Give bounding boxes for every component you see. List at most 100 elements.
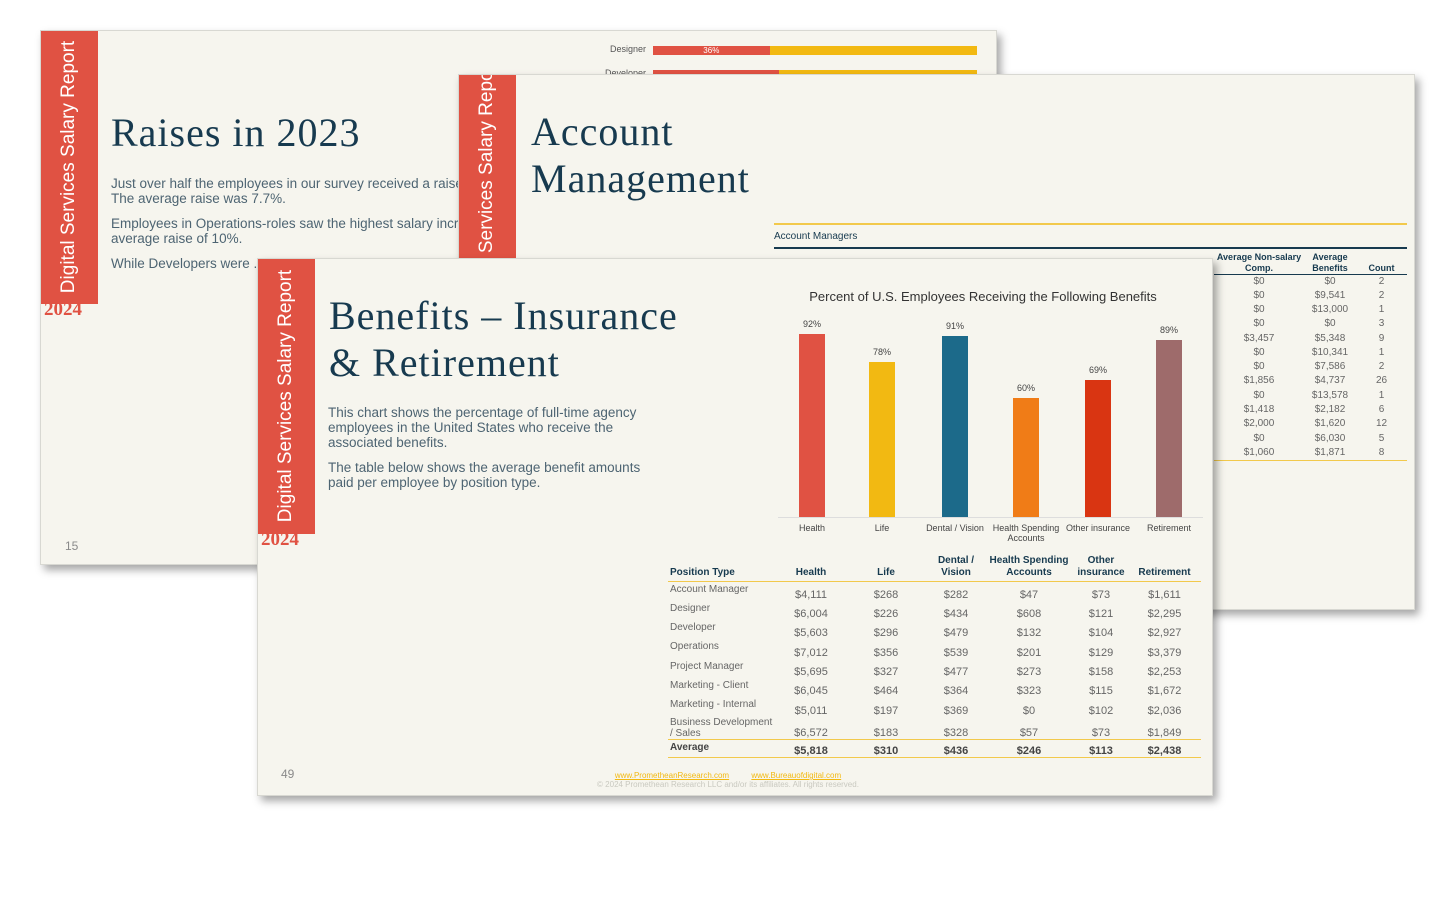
table-row: Designer $6,004 $226 $434 $608 $121 $2,295 (668, 601, 1201, 620)
table-cell: Marketing - Client (670, 679, 749, 691)
table-cell: $6,572 (794, 726, 828, 739)
divider (774, 223, 1407, 225)
table-cell: $7,012 (794, 646, 828, 659)
table-cell: $6,030 (1314, 432, 1346, 444)
data-label: 89% (1159, 324, 1178, 335)
table-row: Operations $7,012 $356 $539 $201 $129 $3,379 (668, 639, 1201, 658)
table-cell: Project Manager (670, 660, 744, 672)
table-row: $1,856 $4,737 26 (1214, 374, 1407, 388)
table-row: $0 $6,030 5 (1214, 431, 1407, 445)
data-label: 69% (1088, 364, 1107, 375)
table-cell: $183 (873, 726, 899, 739)
table-cell: $3,457 (1243, 332, 1275, 344)
table-cell: $1,418 (1243, 404, 1275, 416)
table-cell: $2,000 (1243, 418, 1275, 430)
average-row: Average $5,818 $310 $436 $246 $113 $2,438 (668, 738, 1201, 758)
table-cell: $608 (1016, 608, 1042, 621)
table-cell: $2,438 (1128, 738, 1201, 758)
table-cell: 6 (1378, 404, 1385, 416)
table-cell: $104 (1088, 627, 1114, 640)
col-header: Health (778, 555, 844, 582)
table-cell: 2 (1378, 361, 1385, 373)
col-header: Average Benefits (1304, 247, 1356, 275)
slide-title: Benefits – Insurance & Retirement (329, 292, 678, 386)
table-cell: $1,611 (1148, 588, 1181, 601)
table-cell: $328 (943, 726, 969, 739)
table-cell: $5,011 (794, 704, 828, 717)
table-cell: $2,253 (1147, 665, 1182, 678)
table-cell: $268 (873, 588, 899, 601)
table-cell: $477 (943, 665, 969, 678)
sidebar-band: Digital Services Salary Report (258, 259, 315, 534)
table-cell: $1,060 (1214, 445, 1304, 461)
table-row: $1,418 $2,182 6 (1214, 403, 1407, 417)
table-cell: $129 (1088, 646, 1114, 659)
col-header: Count (1356, 247, 1407, 275)
data-label: 92% (802, 318, 821, 329)
table-cell: $364 (943, 685, 969, 698)
footer: www.PrometheanResearch.com www.Bureauofd… (578, 771, 878, 789)
table-cell: $4,737 (1314, 375, 1346, 387)
table-cell: $296 (873, 627, 899, 640)
category-label: Dental / Vision (926, 523, 984, 533)
table-row: Developer $5,603 $296 $479 $132 $104 $2,927 (668, 620, 1201, 639)
year-label: 2024 (44, 299, 82, 320)
chart-bar (1156, 339, 1182, 517)
table-cell: $47 (1019, 588, 1039, 601)
slide-benefits[interactable]: Digital Services Salary Report 2024 Bene… (257, 258, 1213, 796)
table-cell: 2 (1378, 289, 1385, 301)
table-cell: $13,578 (1311, 389, 1349, 401)
table-cell: $479 (943, 627, 969, 640)
table-cell: $0 (1253, 432, 1265, 444)
table-cell: $6,045 (794, 685, 828, 698)
category-label: Life (874, 523, 890, 533)
table-cell: $57 (1019, 726, 1039, 739)
bar-label: Developer (604, 68, 646, 78)
table-cell: 1 (1378, 346, 1385, 358)
footer-link[interactable]: www.Bureauofdigital.com (751, 771, 842, 780)
bar-track (653, 46, 977, 55)
data-label: 91% (945, 320, 964, 331)
table-cell: $5,348 (1314, 332, 1346, 344)
copyright: © 2024 Promethean Research LLC and/or it… (597, 780, 859, 789)
table-cell: $1,672 (1147, 685, 1182, 698)
table-cell: $5,603 (794, 627, 828, 640)
table-cell: 8 (1356, 445, 1407, 461)
table-cell: $369 (943, 704, 969, 717)
table-cell: $5,695 (794, 665, 828, 678)
benefits-table: Position Type Health Life Dental / Vision He… (668, 555, 1201, 758)
table-cell: 3 (1378, 318, 1385, 330)
table-cell: Average (668, 738, 778, 758)
table-cell: $0 (1253, 346, 1265, 358)
footer-link[interactable]: www.PrometheanResearch.com (614, 771, 730, 780)
table-cell: $4,111 (794, 588, 827, 601)
table-cell: $115 (1089, 685, 1113, 698)
divider (774, 247, 1407, 249)
col-header: Average Non-salary Comp. (1214, 247, 1304, 275)
paragraph: Employees in Operations-roles saw the hi… (111, 216, 538, 246)
sidebar-band: Digital Services Salary Report (41, 31, 98, 304)
col-header: Health Spending Accounts (984, 555, 1074, 582)
table-cell: $73 (1091, 588, 1111, 601)
table-cell: $323 (1016, 685, 1042, 698)
chart-title: Percent of U.S. Employees Receiving the … (809, 289, 1157, 304)
table-cell: Business Development / Sales (670, 716, 773, 739)
table-row: $0 $0 2 (1214, 274, 1407, 289)
table-row: Marketing - Client $6,045 $464 $364 $323 $115… (668, 678, 1201, 697)
sidebar-title: Digital Services Salary Report (58, 40, 79, 294)
table-cell: 1 (1378, 303, 1385, 315)
chart-bar (1013, 397, 1039, 517)
table-cell: 2 (1378, 275, 1385, 287)
table-cell: Operations (670, 641, 719, 653)
paragraph: Just over half the employees in our surv… (111, 176, 515, 206)
table-cell: $0 (1253, 318, 1265, 330)
data-label: 60% (1016, 382, 1035, 393)
paragraph: This chart shows the percentage of full-… (328, 405, 637, 450)
table-cell: $1,871 (1304, 445, 1356, 461)
table-cell: $132 (1016, 627, 1042, 640)
col-header: Life (844, 555, 928, 582)
col-header: Other insurance (1074, 555, 1128, 582)
account-managers-table: Average Non-salary Comp. Average Benefit… (1214, 247, 1407, 461)
col-header: Position Type (668, 555, 778, 582)
table-cell: $197 (873, 704, 899, 717)
